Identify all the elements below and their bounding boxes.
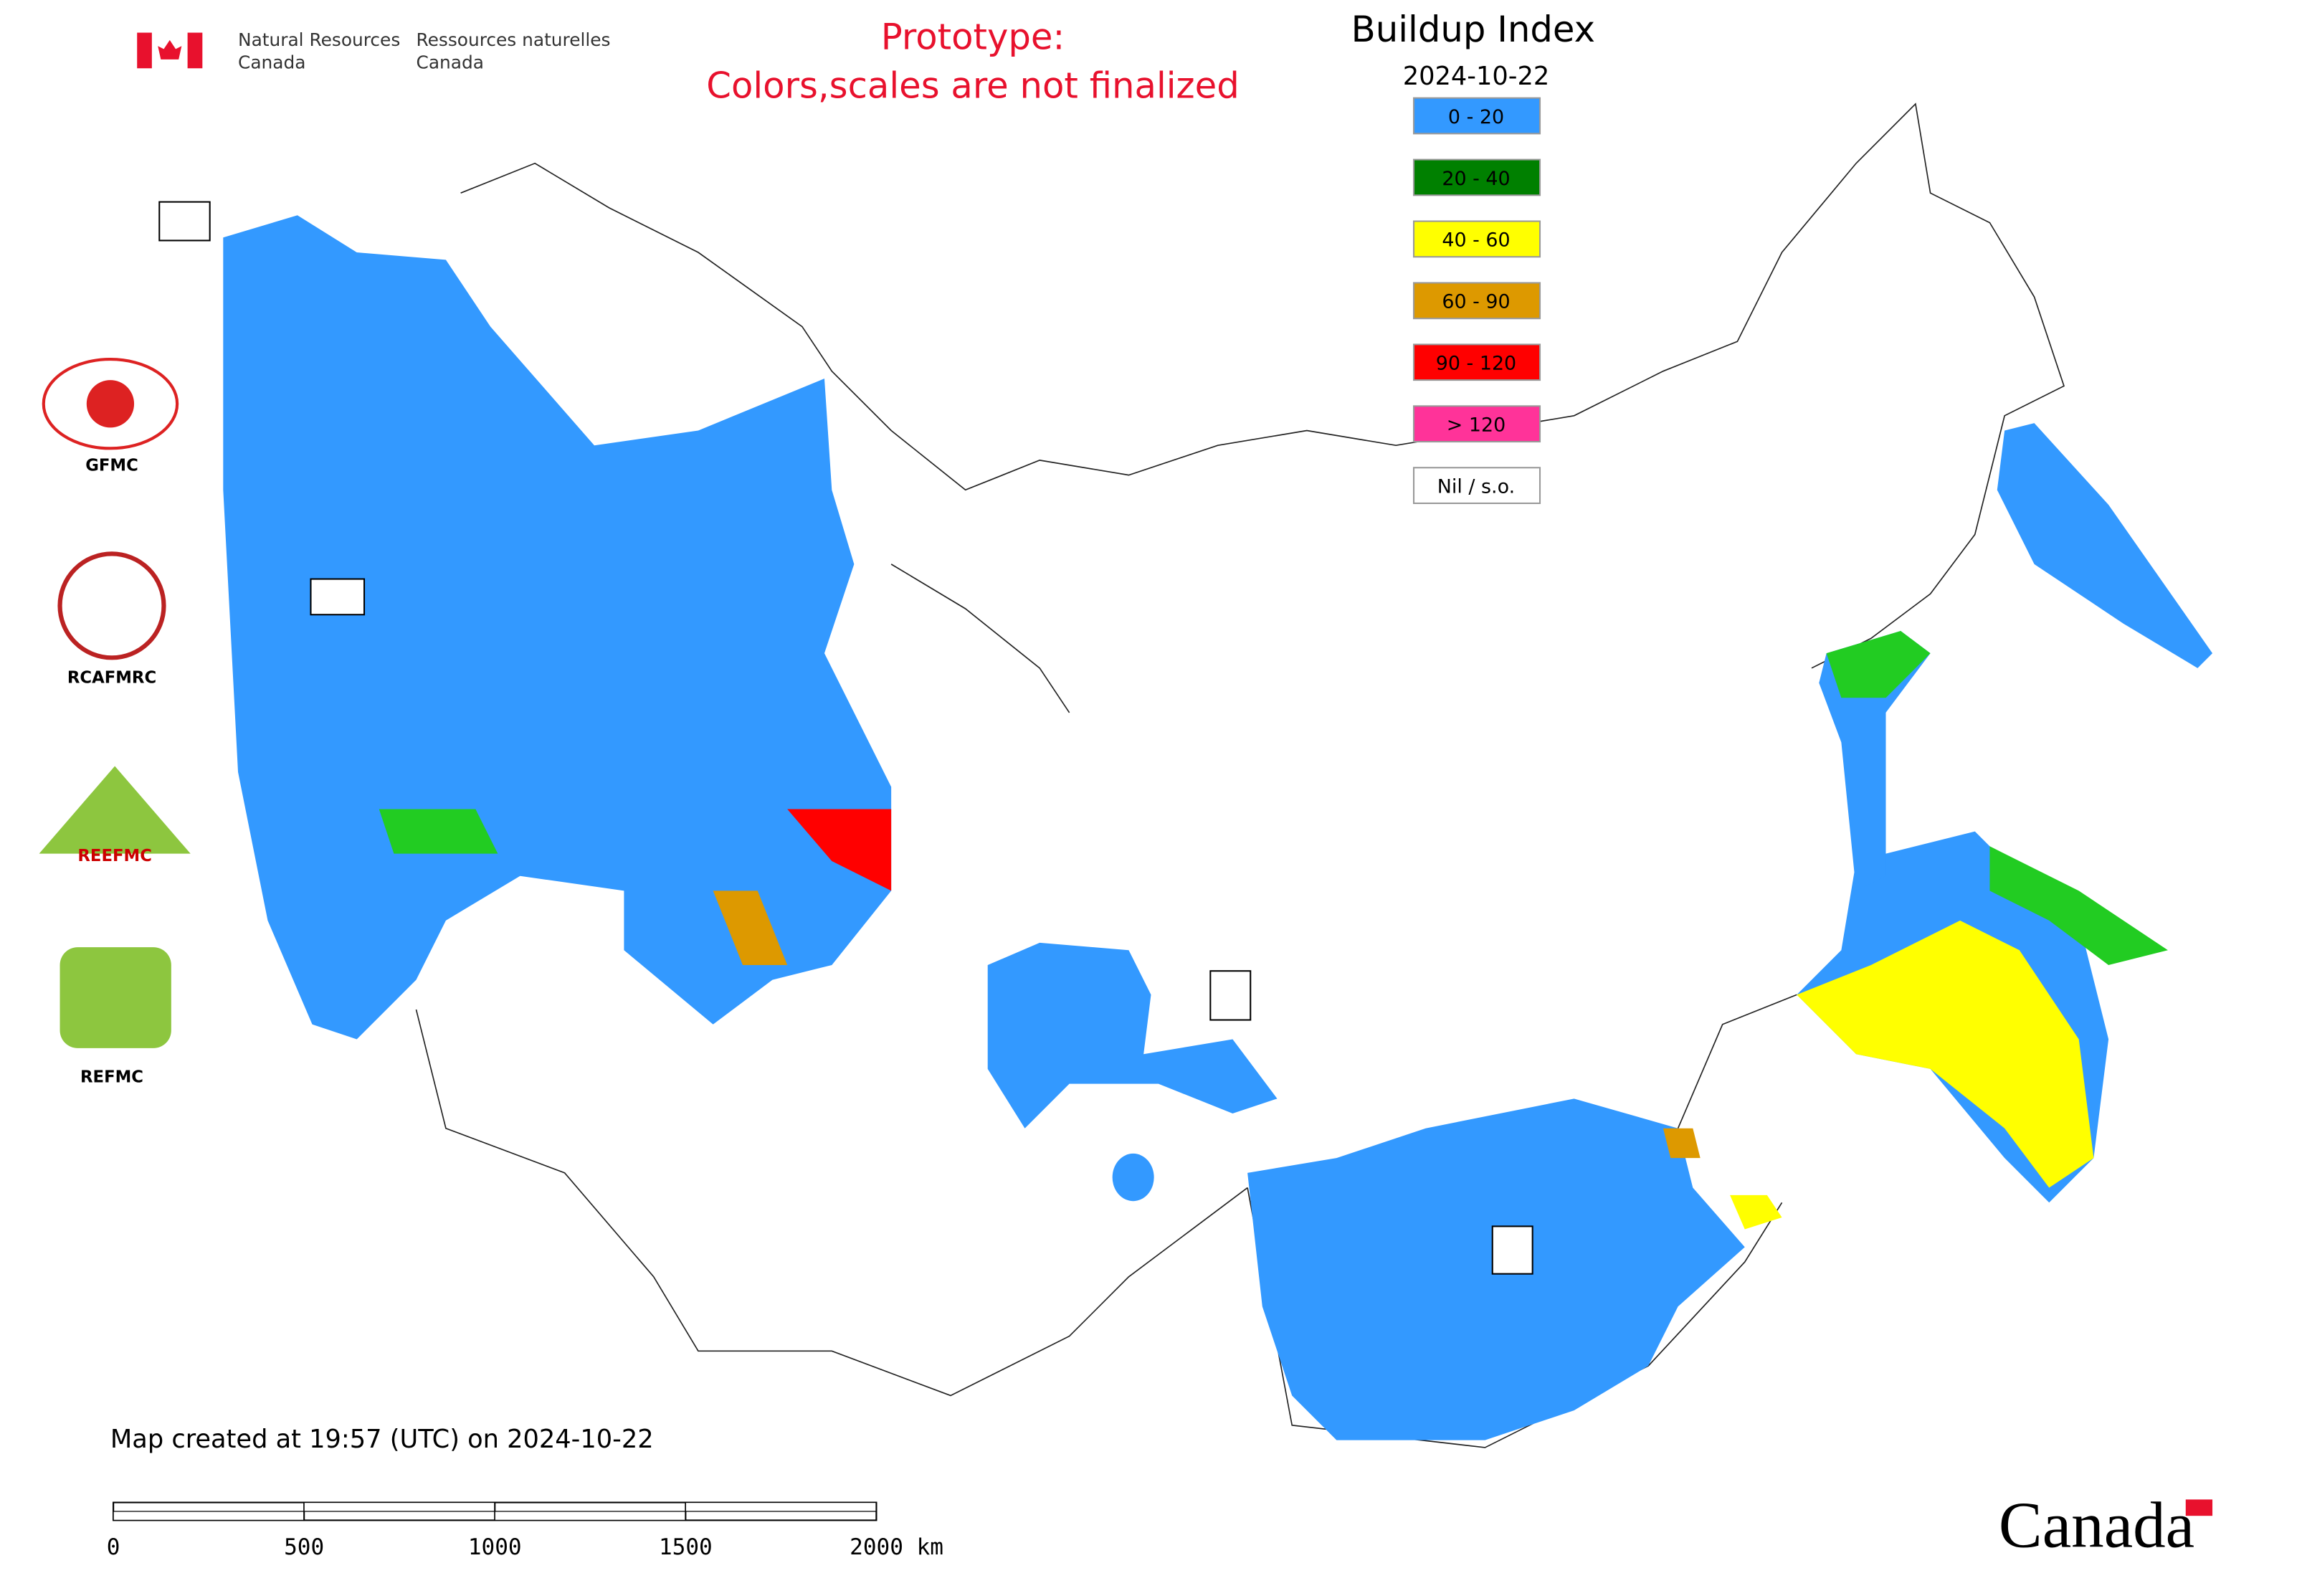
overlay-orange	[713, 890, 788, 965]
legend-swatch	[1412, 97, 1541, 135]
scale-bar: 0 500 1000 1500 2000 km	[107, 1501, 943, 1560]
department-line: Ressources naturelles	[417, 29, 611, 50]
scale-segment	[685, 1501, 877, 1512]
logo-box	[1491, 1225, 1533, 1275]
legend: 0 - 20 20 - 40 40 - 60 60 - 90 90 - 120 > 120…	[1412, 97, 1541, 505]
logo-rcafmrc	[57, 551, 166, 660]
overlay-green	[1989, 846, 2168, 965]
legend-swatch	[1412, 343, 1541, 381]
department-line: Canada	[417, 52, 484, 72]
legend-label: 0 - 20	[1448, 106, 1504, 128]
department-en: Natural Resources Canada	[238, 29, 400, 72]
overlay-orange	[1663, 1128, 1701, 1159]
department-fr: Ressources naturelles Canada	[417, 29, 611, 72]
flag	[137, 32, 203, 69]
legend-swatch	[1412, 282, 1541, 320]
scale-label: 500	[284, 1534, 324, 1560]
created-note: Map created at 19:57 (UTC) on 2024-10-22	[110, 1425, 654, 1454]
scale-segment	[494, 1511, 686, 1521]
legend-title: Buildup Index	[1351, 9, 1595, 50]
legend-label: 90 - 120	[1436, 353, 1516, 375]
logo-box	[310, 578, 366, 616]
legend-label: 20 - 40	[1442, 168, 1510, 190]
region-spot	[1112, 1153, 1154, 1202]
legend-swatch	[1412, 158, 1541, 196]
logo-label: GFMC	[85, 456, 138, 475]
logo-refmc	[60, 947, 171, 1048]
logo-box	[158, 201, 211, 242]
scale-segment	[303, 1501, 495, 1512]
scale-label: 0	[107, 1534, 120, 1560]
logo-label: REEFMC	[77, 847, 152, 865]
overlay-red	[787, 809, 892, 891]
logo-label: REFMC	[80, 1068, 143, 1087]
region-central	[987, 942, 1278, 1129]
region-kamchatka	[1997, 423, 2213, 668]
overlay-green	[1826, 631, 1931, 698]
scale-label: 1500	[659, 1534, 713, 1560]
scale-label: 2000 km	[850, 1534, 943, 1560]
overlay-green	[379, 809, 498, 854]
notice-line: Colors,scales are not finalized	[706, 65, 1239, 107]
notice-line: Prototype:	[881, 16, 1065, 57]
logo-gfmc	[86, 380, 135, 428]
index-regions	[223, 215, 2213, 1440]
overlay-yellow	[1797, 920, 2094, 1188]
legend-label: 60 - 90	[1442, 291, 1510, 313]
logos: GFMC RCAFMRC REEFMC REFMC	[39, 201, 1533, 1275]
legend-swatch	[1412, 405, 1541, 443]
legend-date: 2024-10-22	[1403, 62, 1550, 91]
legend-label: 40 - 60	[1442, 229, 1510, 252]
legend-label: > 120	[1447, 414, 1506, 437]
legend-label: Nil / s.o.	[1437, 475, 1515, 498]
wordmark-flag	[2185, 1499, 2213, 1516]
index-overlays	[379, 631, 2168, 1230]
scale-segment	[113, 1511, 305, 1521]
logo-reefmc	[39, 766, 191, 854]
legend-swatch	[1412, 220, 1541, 258]
wordmark: Canada	[1999, 1489, 2194, 1562]
overlay-yellow	[1730, 1194, 1782, 1230]
department-line: Natural Resources	[238, 29, 400, 50]
logo-gfmc	[42, 358, 179, 450]
logo-label: RCAFMRC	[67, 669, 156, 688]
department-line: Canada	[238, 52, 305, 72]
region-west	[223, 215, 892, 1040]
coastline	[415, 103, 2065, 1448]
logo-box	[1209, 970, 1252, 1021]
scale-label: 1000	[468, 1534, 522, 1560]
legend-swatch	[1412, 467, 1541, 505]
